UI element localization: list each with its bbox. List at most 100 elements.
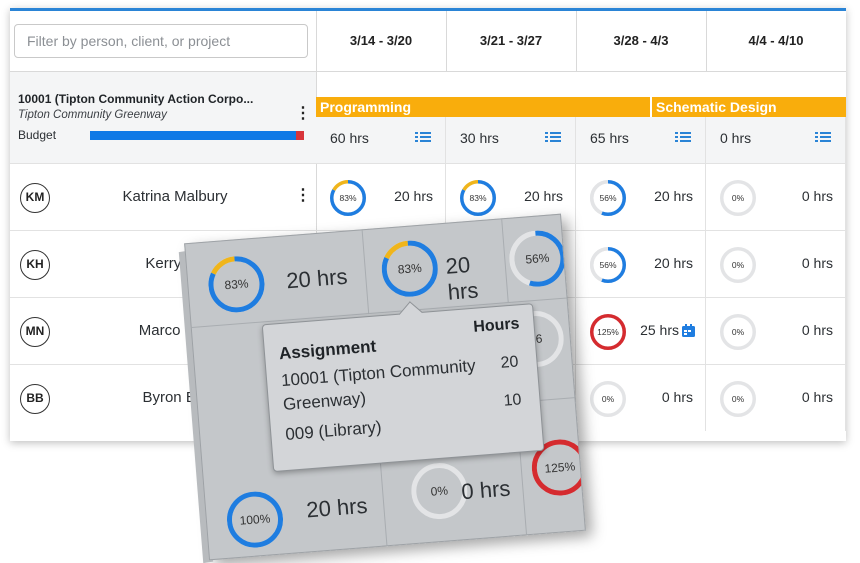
task-list-icon[interactable]: [415, 130, 431, 144]
schedule-cell[interactable]: 0% 0 hrs: [706, 297, 846, 364]
utilization-ring: 56%: [590, 247, 626, 283]
project-row[interactable]: 10001 (Tipton Community Action Corpo... …: [10, 72, 316, 163]
allocation-hours: 65 hrs: [590, 130, 629, 146]
utilization-percent: 0%: [731, 327, 745, 337]
schedule-cell[interactable]: 0% 0 hrs: [706, 364, 846, 431]
allocation-cell[interactable]: 60 hrs: [316, 117, 446, 163]
phase-separator: [650, 97, 652, 117]
week-header-1: 3/21 - 3/27: [446, 11, 577, 71]
task-list-icon[interactable]: [675, 130, 691, 144]
cell-hours: 0 hrs: [801, 188, 833, 204]
budget-bar: [90, 131, 304, 140]
utilization-ring: 0%: [720, 180, 756, 216]
zoomed-hours: 20 hrs: [285, 263, 349, 294]
utilization-percent: 0%: [601, 394, 615, 404]
zoomed-utilization-percent: 83%: [397, 260, 423, 277]
zoomed-hours: 20 hrs: [444, 251, 480, 305]
schedule-cell[interactable]: 56% 20 hrs: [576, 230, 706, 297]
utilization-percent: 0%: [731, 394, 745, 404]
zoomed-utilization-ring: 56%: [507, 229, 567, 289]
cell-hours: 20 hrs: [654, 255, 693, 271]
utilization-percent: 83%: [339, 193, 357, 203]
zoomed-cell: 83% 20 hrs: [362, 219, 509, 315]
utilization-percent: 0%: [731, 260, 745, 270]
person-row[interactable]: KM Katrina Malbury ⋮: [10, 163, 316, 231]
project-menu-icon[interactable]: ⋮: [295, 105, 311, 122]
budget-label: Budget: [18, 128, 57, 142]
schedule-cell[interactable]: 56% 20 hrs: [576, 163, 706, 230]
utilization-percent: 125%: [597, 327, 619, 337]
avatar: BB: [20, 384, 50, 414]
allocation-hours: 60 hrs: [330, 130, 369, 146]
schedule-cell[interactable]: 0% 0 hrs: [576, 364, 706, 431]
header-divider: [10, 71, 846, 72]
schedule-cell[interactable]: 0% 0 hrs: [706, 163, 846, 230]
tooltip-row-2-hours: 10: [503, 391, 523, 410]
calendar-icon[interactable]: [682, 324, 695, 337]
zoomed-utilization-percent: 83%: [223, 276, 250, 293]
allocation-cell[interactable]: 65 hrs: [576, 117, 706, 163]
schedule-cell[interactable]: 83% 20 hrs: [446, 163, 576, 230]
person-menu-icon[interactable]: ⋮: [295, 187, 311, 204]
avatar: KH: [20, 250, 50, 280]
utilization-percent: 56%: [599, 260, 617, 270]
zoomed-utilization-ring: 83%: [380, 239, 440, 299]
phase-programming[interactable]: Programming: [316, 97, 652, 117]
cell-hours: 25 hrs: [640, 322, 679, 338]
cell-hours: 20 hrs: [394, 188, 433, 204]
utilization-ring: 125%: [590, 314, 626, 350]
tooltip-hours-header: Hours: [472, 315, 521, 336]
zoomed-utilization-percent: 56%: [524, 250, 550, 267]
utilization-percent: 0%: [731, 193, 745, 203]
zoomed-cell: 83% 20 hrs: [185, 230, 370, 328]
utilization-ring: 83%: [330, 180, 366, 216]
utilization-ring: 0%: [720, 247, 756, 283]
utilization-ring: 0%: [720, 381, 756, 417]
allocation-hours: 30 hrs: [460, 130, 499, 146]
budget-overage: [296, 131, 304, 140]
week-header-3: 4/4 - 4/10: [706, 11, 846, 71]
person-name[interactable]: Katrina Malbury: [122, 188, 228, 205]
zoomed-utilization-ring: 0%: [409, 461, 469, 521]
zoomed-hours: 20 hrs: [305, 492, 369, 523]
project-title[interactable]: 10001 (Tipton Community Action Corpo...: [18, 92, 254, 106]
zoomed-cell: 100% 20 hrs: [203, 461, 388, 561]
phase-schematic-design[interactable]: Schematic Design: [652, 97, 846, 117]
zoomed-hours: 0 hrs: [460, 475, 512, 505]
allocation-cell[interactable]: 0 hrs: [706, 117, 846, 163]
week-header-2: 3/28 - 4/3: [576, 11, 707, 71]
avatar: KM: [20, 183, 50, 213]
schedule-grid: 10001 (Tipton Community Action Corpo... …: [10, 8, 846, 441]
cell-hours: 0 hrs: [661, 389, 693, 405]
assignment-tooltip: Assignment Hours 10001 (Tipton Community…: [261, 301, 545, 473]
allocation-cell[interactable]: 30 hrs: [446, 117, 576, 163]
utilization-ring: 0%: [590, 381, 626, 417]
avatar: MN: [20, 317, 50, 347]
cell-hours: 20 hrs: [524, 188, 563, 204]
cell-hours: 0 hrs: [801, 255, 833, 271]
zoomed-utilization-percent: 100%: [239, 511, 271, 528]
tooltip-row-2-name: 009 (Library): [284, 417, 383, 444]
week-header-0: 3/14 - 3/20: [316, 11, 447, 71]
schedule-cell[interactable]: 0% 0 hrs: [706, 230, 846, 297]
task-list-icon[interactable]: [545, 130, 561, 144]
zoomed-cell: 0% 0 hrs: [380, 450, 528, 548]
utilization-percent: 83%: [469, 193, 487, 203]
utilization-ring: 0%: [720, 314, 756, 350]
task-list-icon[interactable]: [815, 130, 831, 144]
tooltip-row-1-hours: 20: [500, 353, 520, 372]
cell-hours: 0 hrs: [801, 389, 833, 405]
zoomed-utilization-ring: 100%: [225, 489, 285, 549]
zoomed-utilization-ring: 83%: [206, 254, 266, 314]
schedule-cell[interactable]: 125% 25 hrs: [576, 297, 706, 364]
utilization-ring: 56%: [590, 180, 626, 216]
utilization-ring: 83%: [460, 180, 496, 216]
schedule-cell[interactable]: 83% 20 hrs: [316, 163, 446, 230]
filter-input[interactable]: [14, 24, 308, 58]
utilization-percent: 56%: [599, 193, 617, 203]
allocation-hours: 0 hrs: [720, 130, 752, 146]
cell-hours: 20 hrs: [654, 188, 693, 204]
zoomed-cell: 56%: [502, 214, 569, 304]
